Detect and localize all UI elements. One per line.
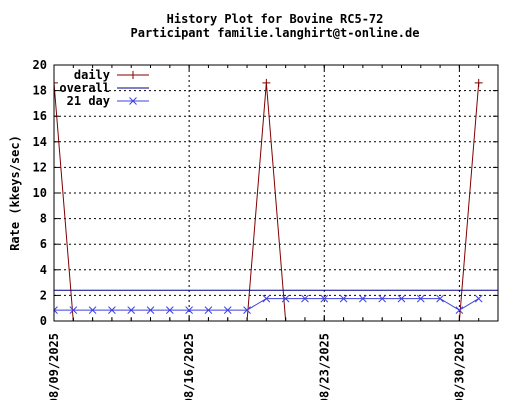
y-tick-label: 8 <box>40 212 47 226</box>
data-point-21-day <box>455 306 464 314</box>
data-point-daily <box>262 78 271 87</box>
legend-label: daily <box>74 68 110 82</box>
series-line-21-day <box>54 298 479 311</box>
data-point-21-day <box>397 294 406 303</box>
y-tick-label: 2 <box>40 288 47 302</box>
data-point-21-day <box>281 294 290 303</box>
y-tick-label: 14 <box>33 135 47 149</box>
y-tick-label: 16 <box>33 109 47 123</box>
data-point-21-day <box>378 294 387 303</box>
data-point-21-day <box>320 294 329 303</box>
data-point-daily <box>474 78 483 87</box>
y-axis-label: Rate (kkeys/sec) <box>8 135 22 251</box>
legend-label: overall <box>59 81 110 95</box>
series-line-daily <box>54 82 480 321</box>
x-tick-label: 08/23/2025 <box>317 333 331 400</box>
data-point-21-day <box>88 306 97 314</box>
data-point-21-day <box>165 306 174 314</box>
y-tick-label: 10 <box>33 186 47 200</box>
legend-marker <box>129 97 137 105</box>
data-point-21-day <box>185 306 193 314</box>
data-point-21-day <box>243 306 251 314</box>
data-point-21-day <box>146 306 155 314</box>
data-point-21-day <box>339 294 348 303</box>
data-point-21-day <box>204 306 213 314</box>
y-tick-label: 0 <box>40 314 47 328</box>
y-tick-label: 4 <box>40 263 47 277</box>
y-tick-label: 12 <box>33 160 47 174</box>
data-point-21-day <box>416 294 425 303</box>
data-point-21-day <box>127 306 136 314</box>
legend-marker <box>129 71 137 79</box>
data-point-21-day <box>359 294 367 303</box>
data-point-21-day <box>108 306 116 314</box>
x-tick-label: 08/09/2025 <box>47 333 61 400</box>
chart-subtitle: Participant familie.langhirt@t-online.de <box>131 26 420 40</box>
series-21-day <box>54 294 483 314</box>
axis-ticks: 0 2 4 6 8 10 12 14 16 18 20 08/09/2025 08/16/2025 08/… <box>33 58 499 400</box>
data-point-21-day <box>69 306 78 314</box>
chart-title: History Plot for Bovine RC5-72 <box>167 12 384 26</box>
grid <box>53 65 498 321</box>
y-tick-label: 20 <box>33 58 47 72</box>
data-point-daily <box>54 78 58 87</box>
y-tick-label: 6 <box>40 237 47 251</box>
data-point-21-day <box>262 294 271 303</box>
y-tick-label: 18 <box>33 84 47 98</box>
legend-entry-daily: daily <box>74 68 149 82</box>
data-point-21-day <box>436 294 444 303</box>
data-point-21-day <box>54 306 58 314</box>
legend-label: 21 day <box>67 94 110 108</box>
x-tick-label: 08/16/2025 <box>182 333 196 400</box>
legend-entry-overall: overall <box>59 81 149 95</box>
data-point-21-day <box>223 306 232 314</box>
legend-entry-21-day: 21 day <box>67 94 149 108</box>
x-tick-label: 08/30/2025 <box>452 333 466 400</box>
data-point-21-day <box>301 294 309 303</box>
data-point-21-day <box>474 294 483 303</box>
